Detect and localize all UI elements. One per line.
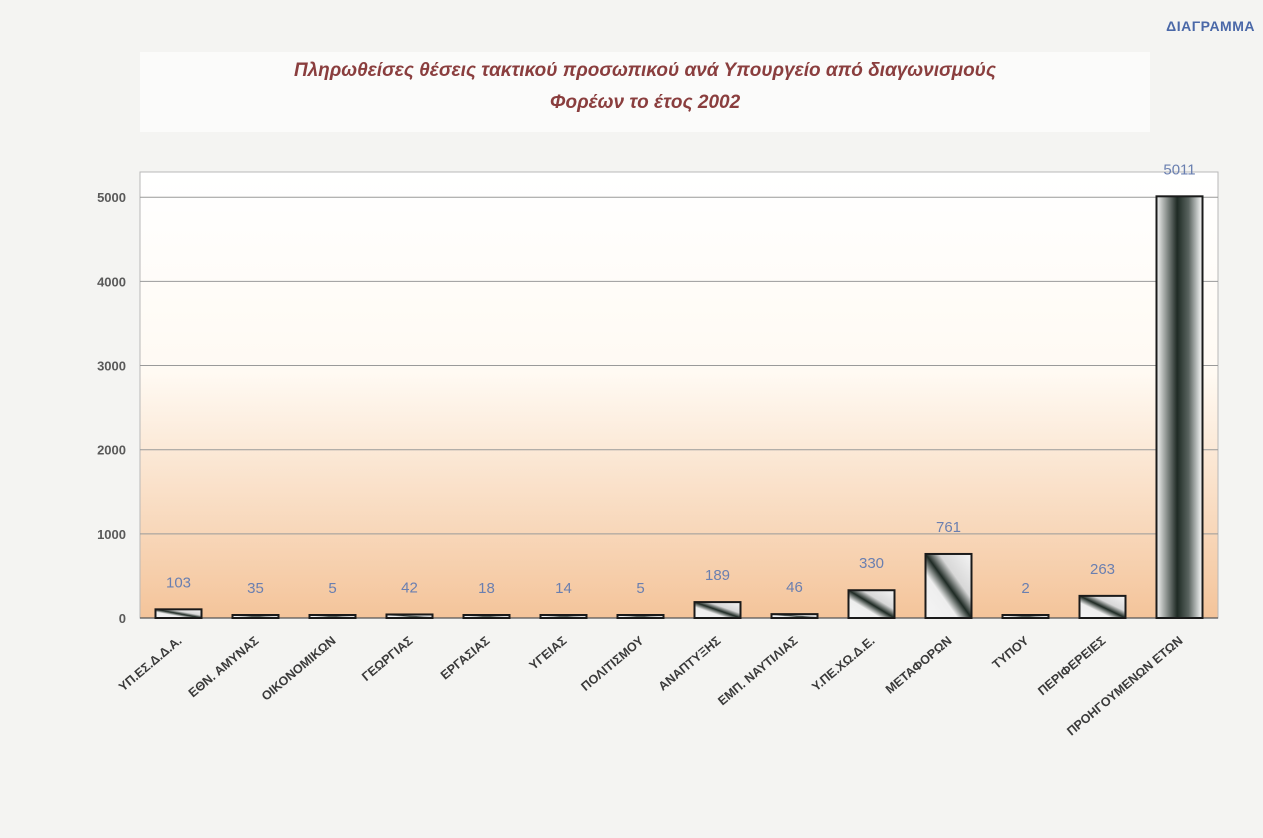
bar xyxy=(1001,614,1050,619)
x-tick-label: ΕΜΠ. ΝΑΥΤΙΛΙΑΣ xyxy=(715,633,801,708)
data-label: 18 xyxy=(478,580,495,597)
bar xyxy=(924,552,973,619)
bar xyxy=(385,613,434,619)
y-tick-label: 5000 xyxy=(97,190,126,205)
data-label: 5011 xyxy=(1163,161,1195,178)
data-label: 35 xyxy=(247,580,264,597)
bar xyxy=(616,614,665,619)
x-tick-label: Υ.ΠΕ.ΧΩ.Δ.Ε. xyxy=(809,634,877,694)
plot-background xyxy=(139,171,1219,619)
data-label: 103 xyxy=(166,574,191,591)
data-label: 263 xyxy=(1090,561,1115,578)
data-label: 2 xyxy=(1021,580,1029,597)
data-label: 330 xyxy=(859,555,884,572)
y-tick-label: 2000 xyxy=(97,443,126,458)
bar xyxy=(693,601,742,619)
chart-title-line-1: Πληρωθείσες θέσεις τακτικού προσωπικού α… xyxy=(293,60,997,81)
y-axis: 0 1000 2000 3000 4000 5000 xyxy=(97,190,126,626)
chart-title-line-2: Φορέων το έτος 2002 xyxy=(549,92,741,113)
bar xyxy=(308,614,357,619)
x-tick-label: ΓΕΩΡΓΙΑΣ xyxy=(359,633,416,684)
bar xyxy=(770,613,819,619)
y-tick-label: 3000 xyxy=(97,359,126,374)
x-tick-label: ΜΕΤΑΦΟΡΩΝ xyxy=(883,634,954,697)
bars xyxy=(154,195,1204,620)
bar xyxy=(1078,594,1127,619)
x-tick-label: ΠΟΛΙΤΙΣΜΟΥ xyxy=(578,633,646,694)
data-label: 5 xyxy=(328,580,336,597)
x-tick-label: ΠΕΡΙΦΕΡΕΙΕΣ xyxy=(1035,633,1109,698)
x-tick-label: ΑΝΑΠΤΥΞΗΣ xyxy=(656,633,724,693)
bar xyxy=(847,589,896,619)
bar xyxy=(1155,195,1204,620)
data-label: 14 xyxy=(555,580,572,597)
data-label: 42 xyxy=(401,579,418,596)
x-tick-label: ΥΠ.ΕΣ.Δ.Δ.Α. xyxy=(116,634,184,695)
y-tick-label: 4000 xyxy=(97,274,126,289)
x-tick-label: ΕΘΝ. ΑΜΥΝΑΣ xyxy=(186,633,262,700)
data-label: 46 xyxy=(786,579,803,596)
bar xyxy=(154,608,203,620)
corner-label: ΔΙΑΓΡΑΜΜΑ xyxy=(1166,18,1255,34)
y-tick-label: 0 xyxy=(119,611,126,626)
data-label: 5 xyxy=(636,580,644,597)
value-labels: 103 35 5 42 18 14 5 189 46 330 761 2 263 5011 xyxy=(166,161,1196,597)
data-label: 189 xyxy=(705,567,730,584)
y-tick-label: 1000 xyxy=(97,527,126,542)
data-label: 761 xyxy=(936,519,961,536)
grid-lines xyxy=(140,196,1218,619)
x-tick-label: ΟΙΚΟΝΟΜΙΚΩΝ xyxy=(259,634,339,704)
x-tick-label: ΤΥΠΟΥ xyxy=(990,633,1032,672)
chart-title: Πληρωθείσες θέσεις τακτικού προσωπικού α… xyxy=(140,52,1150,132)
bar xyxy=(231,614,280,619)
bar xyxy=(462,614,511,619)
x-tick-label: ΕΡΓΑΣΙΑΣ xyxy=(438,633,493,682)
x-tick-label: ΥΓΕΙΑΣ xyxy=(527,633,570,672)
bar xyxy=(539,614,588,619)
